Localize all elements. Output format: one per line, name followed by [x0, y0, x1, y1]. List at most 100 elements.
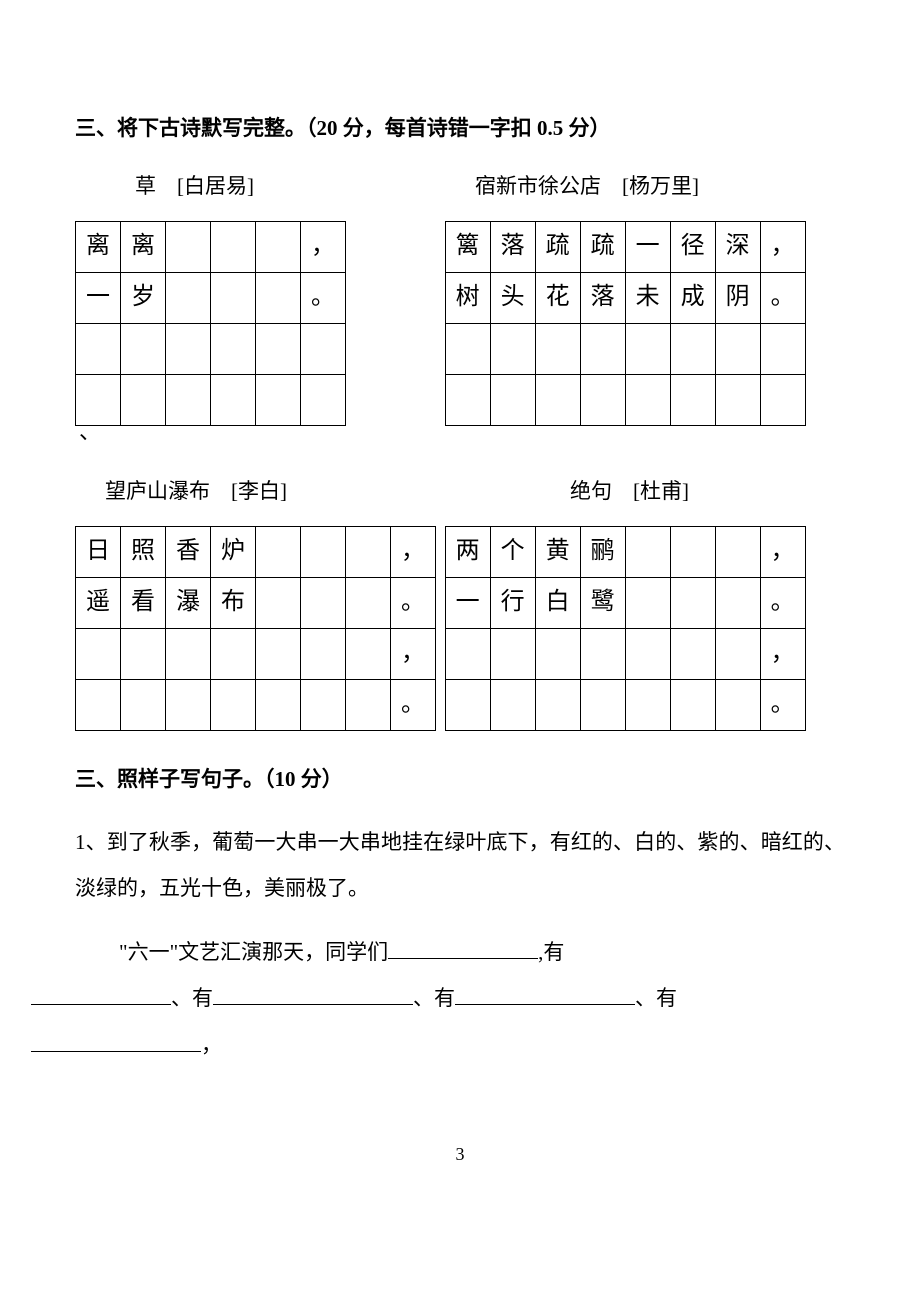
- grid-cell: [256, 272, 301, 323]
- grid-cell: [715, 526, 760, 577]
- grid-cell: [715, 679, 760, 730]
- text-you-3: 、有: [413, 986, 455, 1010]
- grid-cell: [580, 374, 625, 425]
- grid-cell: [670, 577, 715, 628]
- grid-cell: [445, 374, 490, 425]
- grid-cell: [535, 628, 580, 679]
- grid-cell: 。: [391, 577, 436, 628]
- grid-cell: [211, 374, 256, 425]
- poem-c-title-block: 望庐山瀑布 [李白]: [75, 473, 460, 511]
- grid-cell: [211, 272, 256, 323]
- grid-cell: 。: [391, 679, 436, 730]
- poem-a-grid-wrap: 离离，一岁。: [75, 221, 445, 426]
- grid-cell: [490, 628, 535, 679]
- grid-cell: [760, 374, 805, 425]
- grid-cell: 黄: [535, 526, 580, 577]
- grid-cell: [625, 679, 670, 730]
- grid-cell: [166, 679, 211, 730]
- grid-cell: [301, 679, 346, 730]
- poem-titles-row-2: 望庐山瀑布 [李白] 绝句 [杜甫]: [75, 473, 845, 511]
- grid-cell: 香: [166, 526, 211, 577]
- grid-cell: [166, 374, 211, 425]
- grid-cell: [715, 628, 760, 679]
- grid-cell: 。: [760, 577, 805, 628]
- text-comma: ，: [201, 1033, 222, 1057]
- grid-cell: 成: [670, 272, 715, 323]
- grid-cell: [256, 526, 301, 577]
- poem-b-title: 宿新市徐公店: [475, 174, 601, 198]
- grid-cell: ，: [760, 526, 805, 577]
- poem-a-author: [白居易]: [177, 174, 254, 198]
- grid-cell: 白: [535, 577, 580, 628]
- grid-cell: [346, 526, 391, 577]
- grid-cell: [256, 679, 301, 730]
- grid-cell: [535, 374, 580, 425]
- grid-cell: 鹂: [580, 526, 625, 577]
- grid-cell: [211, 679, 256, 730]
- poem-a-title: 草: [135, 174, 156, 198]
- grid-cell: [301, 374, 346, 425]
- q1-fill-lead: "六一"文艺汇演那天，同学们: [119, 940, 388, 964]
- grid-row-1: 离离，一岁。 篱落疏疏一径深，树头花落未成阴。: [75, 221, 845, 426]
- grid-cell: [211, 323, 256, 374]
- section-3-heading: 三、将下古诗默写完整。（20 分，每首诗错一字扣 0.5 分）: [75, 110, 845, 148]
- grid-cell: ，: [301, 221, 346, 272]
- grid-cell: ，: [391, 628, 436, 679]
- grid-cell: [580, 628, 625, 679]
- grid-cell: [346, 679, 391, 730]
- poem-d-title-block: 绝句 [杜甫]: [460, 473, 845, 511]
- q1-fill: "六一"文艺汇演那天，同学们,有 、有、有、有 ，: [75, 929, 845, 1068]
- grid-cell: [121, 679, 166, 730]
- grid-cell: 炉: [211, 526, 256, 577]
- grid-cell: [211, 628, 256, 679]
- grid-cell: 一: [76, 272, 121, 323]
- grid-cell: [625, 526, 670, 577]
- poem-b-grid: 篱落疏疏一径深，树头花落未成阴。: [445, 221, 806, 426]
- grid-cell: 。: [760, 679, 805, 730]
- blank-5[interactable]: [31, 1027, 201, 1051]
- grid-cell: [715, 577, 760, 628]
- poem-b-title-block: 宿新市徐公店 [杨万里]: [460, 168, 845, 206]
- grid-cell: 未: [625, 272, 670, 323]
- grid-cell: 。: [301, 272, 346, 323]
- section-3b-heading: 三、照样子写句子。（10 分）: [75, 761, 845, 799]
- blank-1[interactable]: [388, 935, 538, 959]
- grid-cell: [445, 628, 490, 679]
- grid-cell: [535, 323, 580, 374]
- grid-cell: [76, 323, 121, 374]
- grid-cell: 深: [715, 221, 760, 272]
- q1-example: 1、到了秋季，葡萄一大串一大串地挂在绿叶底下，有红的、白的、紫的、暗红的、淡绿的…: [75, 819, 845, 911]
- blank-2[interactable]: [31, 981, 171, 1005]
- grid-cell: 看: [121, 577, 166, 628]
- page-number: 3: [75, 1138, 845, 1170]
- grid-cell: ，: [760, 628, 805, 679]
- grid-cell: [166, 272, 211, 323]
- grid-cell: 行: [490, 577, 535, 628]
- grid-cell: [760, 323, 805, 374]
- grid-cell: [166, 628, 211, 679]
- grid-cell: [301, 577, 346, 628]
- grid-cell: ，: [391, 526, 436, 577]
- poem-c-grid: 日照香炉，遥看瀑布。，。: [75, 526, 436, 731]
- grid-cell: 落: [580, 272, 625, 323]
- grid-cell: 两: [445, 526, 490, 577]
- grid-cell: 遥: [76, 577, 121, 628]
- grid-cell: [166, 323, 211, 374]
- grid-cell: [256, 323, 301, 374]
- grid-cell: 瀑: [166, 577, 211, 628]
- grid-cell: 树: [445, 272, 490, 323]
- grid-cell: [625, 628, 670, 679]
- grid-cell: [256, 221, 301, 272]
- grid-cell: [670, 679, 715, 730]
- grid-cell: 布: [211, 577, 256, 628]
- grid-cell: 径: [670, 221, 715, 272]
- blank-3[interactable]: [213, 981, 413, 1005]
- grid-cell: [670, 628, 715, 679]
- grid-cell: [211, 221, 256, 272]
- grid-cell: [670, 374, 715, 425]
- poem-d-grid: 两个黄鹂，一行白鹭。，。: [445, 526, 806, 731]
- grid-cell: [301, 526, 346, 577]
- poem-titles-row-1: 草 [白居易] 宿新市徐公店 [杨万里]: [75, 168, 845, 206]
- grid-cell: [166, 221, 211, 272]
- blank-4[interactable]: [455, 981, 635, 1005]
